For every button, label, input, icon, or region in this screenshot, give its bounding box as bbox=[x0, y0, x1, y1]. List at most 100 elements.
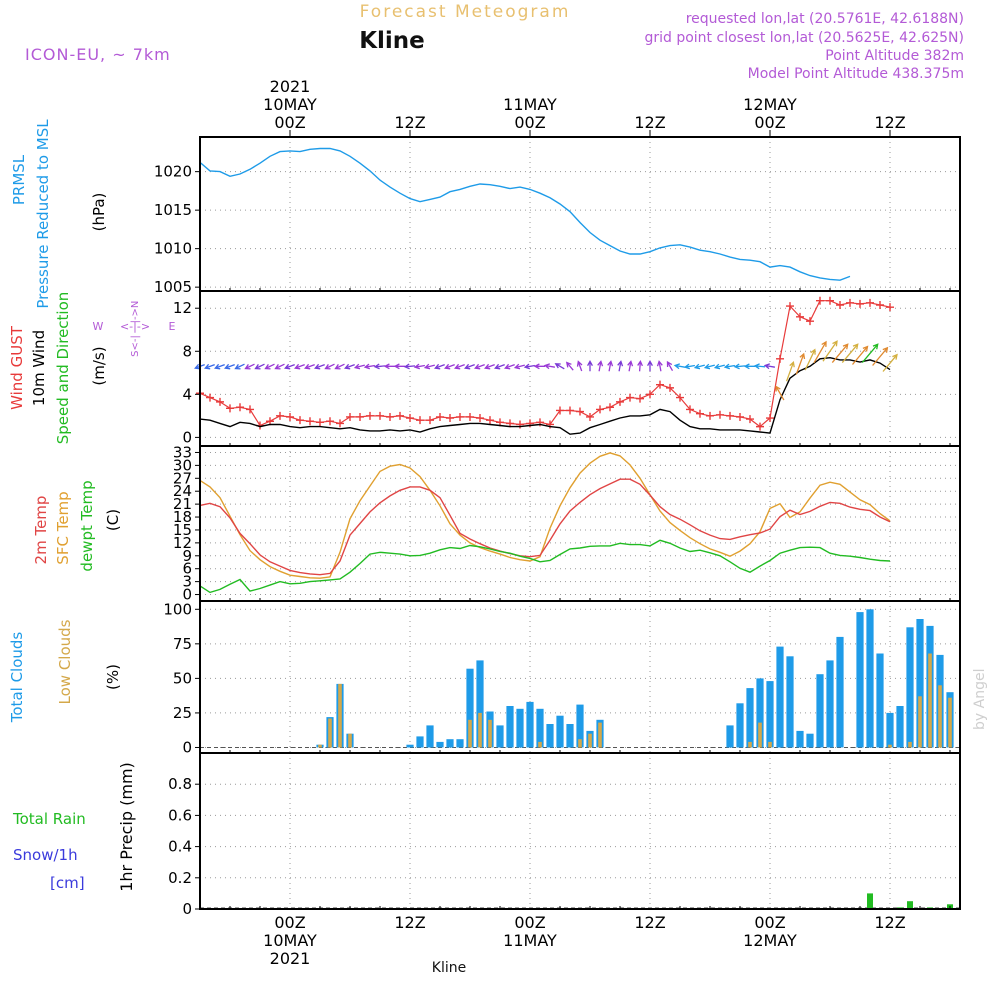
gust-marker bbox=[596, 405, 604, 414]
wind-direction-arrow bbox=[334, 363, 345, 370]
y-tick-label: 0.4 bbox=[168, 838, 192, 856]
y-tick-label: 24 bbox=[173, 482, 192, 500]
wind-direction-arrow bbox=[393, 363, 405, 370]
wind-direction-arrow bbox=[484, 363, 495, 370]
wind-direction-arrow bbox=[831, 343, 849, 364]
wind-direction-arrow bbox=[244, 363, 255, 370]
wind-direction-arrow bbox=[533, 363, 545, 370]
bottom-date-label: 12MAY bbox=[743, 931, 797, 950]
low-cloud-bar bbox=[328, 718, 332, 748]
low-cloud-bar bbox=[578, 739, 582, 748]
gust-marker bbox=[226, 404, 234, 413]
gust-marker bbox=[816, 296, 824, 305]
rain-bar bbox=[907, 901, 913, 909]
gust-marker bbox=[656, 380, 664, 389]
wind-direction-arrow bbox=[753, 363, 766, 370]
total-cloud-bar bbox=[876, 653, 884, 748]
compass-n: |->N bbox=[130, 301, 141, 324]
wind-direction-arrow bbox=[423, 363, 435, 370]
clouds-ylabel-1: Total Clouds bbox=[8, 632, 26, 724]
total-cloud-bar bbox=[806, 733, 814, 748]
gust-marker bbox=[276, 411, 284, 420]
wind-direction-arrow bbox=[703, 363, 715, 370]
wind-direction-arrow bbox=[804, 348, 816, 371]
total-cloud-bar bbox=[406, 744, 414, 748]
pressure-line bbox=[199, 147, 851, 281]
low-cloud-bar bbox=[468, 719, 472, 748]
gust-marker bbox=[486, 416, 494, 425]
y-tick-label: 18 bbox=[173, 508, 192, 526]
gust-marker bbox=[676, 393, 684, 402]
wind-direction-arrow bbox=[683, 363, 696, 370]
gust-marker bbox=[216, 397, 224, 406]
wind-direction-arrow bbox=[494, 363, 505, 370]
y-tick-label: 1010 bbox=[154, 240, 192, 258]
gust-marker bbox=[886, 303, 894, 312]
low-cloud-bar bbox=[538, 741, 542, 748]
y-tick-label: 27 bbox=[173, 469, 192, 487]
total-cloud-bar bbox=[826, 660, 834, 748]
wind-direction-arrow bbox=[383, 363, 395, 370]
gust-marker bbox=[876, 300, 884, 309]
wind-direction-arrow bbox=[576, 360, 583, 372]
gust-marker bbox=[836, 300, 844, 309]
top-time-label: 00Z bbox=[514, 113, 545, 132]
bottom-time-label: 12Z bbox=[634, 913, 665, 932]
gust-marker bbox=[476, 414, 484, 423]
low-cloud-bar bbox=[318, 744, 322, 748]
total-cloud-bar bbox=[536, 708, 544, 748]
y-tick-label: 100 bbox=[163, 600, 192, 618]
gust-marker bbox=[726, 411, 734, 420]
y-tick-label: 12 bbox=[173, 534, 192, 552]
panel-frame bbox=[199, 290, 961, 447]
wind-direction-arrow bbox=[673, 363, 686, 370]
gust-marker bbox=[586, 412, 594, 421]
gust-marker bbox=[626, 393, 634, 402]
total-cloud-bar bbox=[766, 681, 774, 748]
wind-direction-arrow bbox=[284, 363, 295, 370]
y-tick-label: 0 bbox=[182, 738, 192, 756]
total-cloud-bar bbox=[456, 739, 464, 748]
wind-direction-arrow bbox=[693, 363, 705, 370]
gust-marker bbox=[556, 406, 564, 415]
total-cloud-bar bbox=[816, 674, 824, 748]
text-layer: 1005101010151020048120369121518212427303… bbox=[8, 2, 988, 976]
y-tick-label: 1020 bbox=[154, 163, 192, 181]
precip-legend-cm: [cm] bbox=[50, 874, 85, 892]
gust-marker bbox=[436, 412, 444, 421]
chart-title: Forecast Meteogram bbox=[360, 2, 571, 22]
y-tick-label: 12 bbox=[173, 299, 192, 317]
y-tick-label: 21 bbox=[173, 495, 192, 513]
total-cloud-bar bbox=[836, 636, 844, 748]
total-cloud-bar bbox=[866, 609, 874, 748]
sfc-temp-line bbox=[199, 452, 891, 579]
wind-direction-arrow bbox=[743, 363, 755, 370]
wind-direction-arrow bbox=[565, 361, 574, 371]
low-cloud-bar bbox=[888, 744, 892, 748]
total-cloud-bar bbox=[916, 619, 924, 748]
y-tick-label: 0.2 bbox=[168, 869, 192, 887]
gust-marker bbox=[336, 419, 344, 428]
wind-direction-arrow bbox=[587, 359, 593, 372]
clouds-unit: (%) bbox=[104, 664, 122, 690]
wind-direction-arrow bbox=[314, 363, 325, 370]
wind-direction-arrow bbox=[627, 360, 634, 372]
gust-marker bbox=[246, 405, 254, 414]
wind-direction-arrow bbox=[454, 363, 465, 370]
wind-direction-arrow bbox=[373, 363, 386, 370]
wind-direction-arrow bbox=[597, 360, 604, 372]
compass-e: E bbox=[169, 320, 176, 333]
top-date-label: 10MAY bbox=[263, 95, 317, 114]
y-tick-label: 50 bbox=[173, 669, 192, 687]
y-tick-label: 0 bbox=[182, 900, 192, 918]
gust-marker bbox=[456, 412, 464, 421]
compass-s: S<-| bbox=[130, 335, 141, 357]
wind-direction-arrow bbox=[647, 359, 653, 372]
total-cloud-bar bbox=[466, 668, 474, 748]
pressure-unit: (hPa) bbox=[90, 193, 108, 232]
top-time-label: 12Z bbox=[394, 113, 425, 132]
frame-layer bbox=[195, 130, 961, 910]
wind-direction-arrow bbox=[434, 363, 445, 370]
total-cloud-bar bbox=[426, 725, 434, 748]
